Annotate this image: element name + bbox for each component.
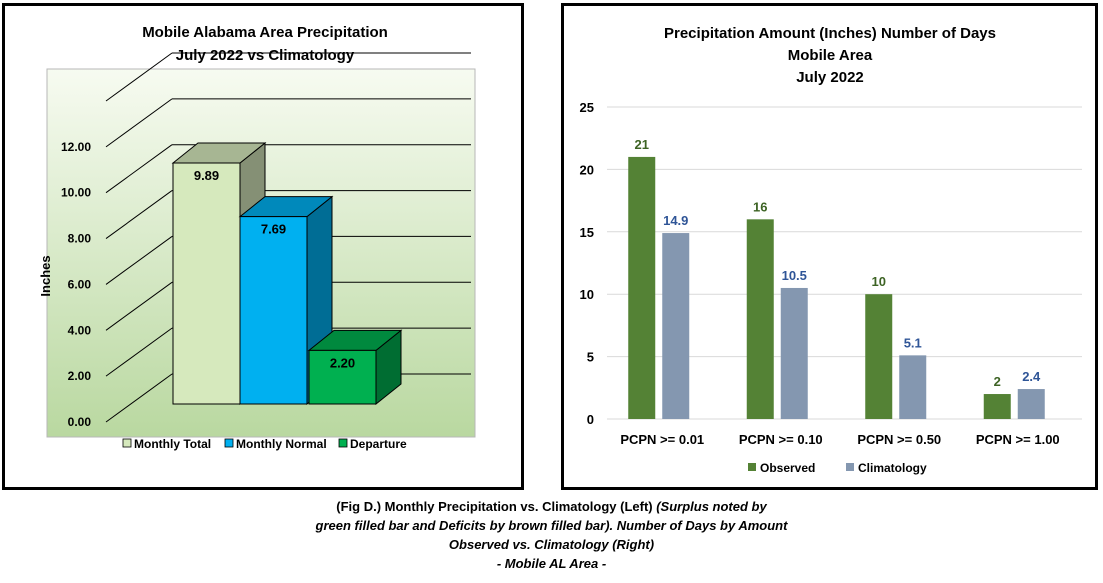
grid-diagonal bbox=[105, 373, 173, 423]
bar-climatology-2 bbox=[780, 287, 808, 419]
bar-climatology-1 bbox=[662, 233, 690, 419]
legend-item-monthly-total: Monthly Total bbox=[122, 437, 211, 451]
y-tick-label: 15 bbox=[580, 225, 594, 240]
bar-data-label: 9.89 bbox=[194, 168, 219, 183]
bar-data-label: 2.20 bbox=[330, 355, 355, 370]
bar-data-label: 2.4 bbox=[1022, 369, 1041, 384]
right-chart-subtitle-1: Mobile Area bbox=[788, 47, 873, 64]
grid-diagonal bbox=[105, 236, 173, 285]
right-chart-title: Precipitation Amount (Inches) Number of … bbox=[664, 25, 996, 42]
grid-diagonal bbox=[105, 327, 173, 377]
grid-diagonal bbox=[105, 52, 173, 102]
y-tick-label: 0.00 bbox=[68, 415, 92, 429]
y-tick-label: 8.00 bbox=[68, 232, 92, 246]
y-tick-label: 25 bbox=[580, 100, 594, 115]
grid-diagonal bbox=[105, 98, 173, 148]
bar-climatology-3 bbox=[899, 355, 927, 419]
grid-diagonal bbox=[105, 190, 173, 239]
legend-label: Monthly Normal bbox=[236, 437, 327, 451]
y-axis-label: Inches bbox=[38, 255, 53, 296]
bar-data-label: 10.5 bbox=[782, 268, 807, 283]
y-tick-label: 0 bbox=[587, 412, 594, 427]
legend-item-departure: Departure bbox=[338, 437, 407, 451]
bar-data-label: 10 bbox=[872, 274, 886, 289]
legend-swatch bbox=[748, 463, 756, 471]
y-tick-label: 4.00 bbox=[68, 323, 92, 337]
bar-observed-3 bbox=[865, 294, 893, 419]
y-tick-label: 2.00 bbox=[68, 369, 92, 383]
bar-observed-2 bbox=[746, 219, 774, 419]
legend-item-climatology: Climatology bbox=[846, 461, 927, 475]
legend-swatch bbox=[846, 463, 854, 471]
bar-front bbox=[308, 349, 377, 405]
legend-label: Climatology bbox=[858, 461, 927, 475]
caption-line-1: (Fig D.) Monthly Precipitation vs. Clima… bbox=[336, 499, 767, 514]
left-chart-subtitle: July 2022 vs Climatology bbox=[176, 47, 355, 64]
left-chart-panel: Mobile Alabama Area Precipitation July 2… bbox=[2, 3, 524, 490]
bar-front bbox=[172, 162, 241, 405]
legend-swatch bbox=[338, 438, 348, 448]
bar-climatology-4 bbox=[1017, 389, 1045, 419]
bar-data-label: 7.69 bbox=[261, 222, 286, 237]
y-tick-label: 10.00 bbox=[61, 186, 91, 200]
x-category-label: PCPN >= 0.01 bbox=[620, 432, 704, 447]
bar-data-label: 5.1 bbox=[904, 335, 922, 350]
bar-departure: 2.20 bbox=[307, 329, 403, 406]
legend-item-monthly-normal: Monthly Normal bbox=[224, 437, 327, 451]
legend-label: Observed bbox=[760, 461, 815, 475]
left-chart-title: Mobile Alabama Area Precipitation bbox=[142, 24, 388, 41]
x-category-label: PCPN >= 0.50 bbox=[857, 432, 941, 447]
legend-label: Departure bbox=[350, 437, 407, 451]
bar-data-label: 21 bbox=[635, 137, 649, 152]
figure-caption: (Fig D.) Monthly Precipitation vs. Clima… bbox=[0, 497, 1103, 573]
bar-data-label: 16 bbox=[753, 199, 767, 214]
caption-line-3: Observed vs. Climatology (Right) bbox=[448, 537, 655, 552]
x-category-label: PCPN >= 1.00 bbox=[976, 432, 1060, 447]
y-tick-label: 12.00 bbox=[61, 140, 91, 154]
bar-monthly-normal: 7.69 bbox=[238, 195, 334, 406]
right-chart-subtitle-2: July 2022 bbox=[796, 69, 864, 86]
bar-observed-4 bbox=[983, 394, 1011, 419]
right-chart-panel: Precipitation Amount (Inches) Number of … bbox=[561, 3, 1098, 490]
y-tick-label: 20 bbox=[580, 162, 594, 177]
bar-front bbox=[239, 216, 308, 405]
legend-label: Monthly Total bbox=[134, 437, 211, 451]
grid-diagonal bbox=[105, 144, 173, 194]
left-chart: Mobile Alabama Area Precipitation July 2… bbox=[38, 24, 476, 451]
y-tick-label: 5 bbox=[587, 350, 594, 365]
y-tick-label: 10 bbox=[580, 287, 594, 302]
legend-swatch bbox=[224, 438, 234, 448]
bar-data-label: 2 bbox=[994, 374, 1001, 389]
caption-line-2: green filled bar and Deficits by brown f… bbox=[315, 518, 788, 533]
caption-line-4: - Mobile AL Area - bbox=[496, 556, 607, 571]
bar-data-label: 14.9 bbox=[663, 213, 688, 228]
grid-diagonal bbox=[105, 281, 173, 331]
bar-observed-1 bbox=[628, 156, 656, 420]
right-chart: Precipitation Amount (Inches) Number of … bbox=[580, 25, 1082, 475]
x-category-label: PCPN >= 0.10 bbox=[739, 432, 823, 447]
legend-swatch bbox=[122, 438, 132, 448]
y-tick-label: 6.00 bbox=[68, 277, 92, 291]
legend-item-observed: Observed bbox=[748, 461, 815, 475]
